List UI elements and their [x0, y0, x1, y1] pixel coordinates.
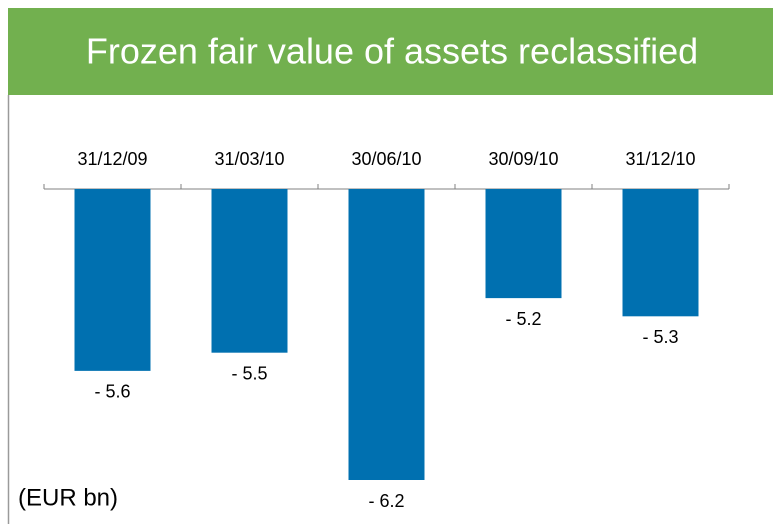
value-label: - 6.2	[368, 491, 404, 511]
bar	[74, 189, 151, 371]
x-tick-label: 31/12/10	[625, 149, 695, 169]
x-tick-label: 31/03/10	[214, 149, 284, 169]
x-tick-label: 30/09/10	[488, 149, 558, 169]
value-label: - 5.2	[505, 309, 541, 329]
header-bar	[8, 8, 773, 95]
chart-title: Frozen fair value of assets reclassified	[86, 31, 698, 72]
value-label: - 5.6	[94, 382, 130, 402]
value-label: - 5.5	[231, 363, 267, 383]
value-label: - 5.3	[642, 327, 678, 347]
unit-note: (EUR bn)	[18, 484, 118, 511]
x-tick-label: 31/12/09	[77, 149, 147, 169]
x-tick-label: 30/06/10	[351, 149, 421, 169]
bar	[485, 189, 562, 299]
bar	[211, 189, 288, 353]
bar	[348, 189, 425, 480]
bar	[622, 189, 699, 317]
